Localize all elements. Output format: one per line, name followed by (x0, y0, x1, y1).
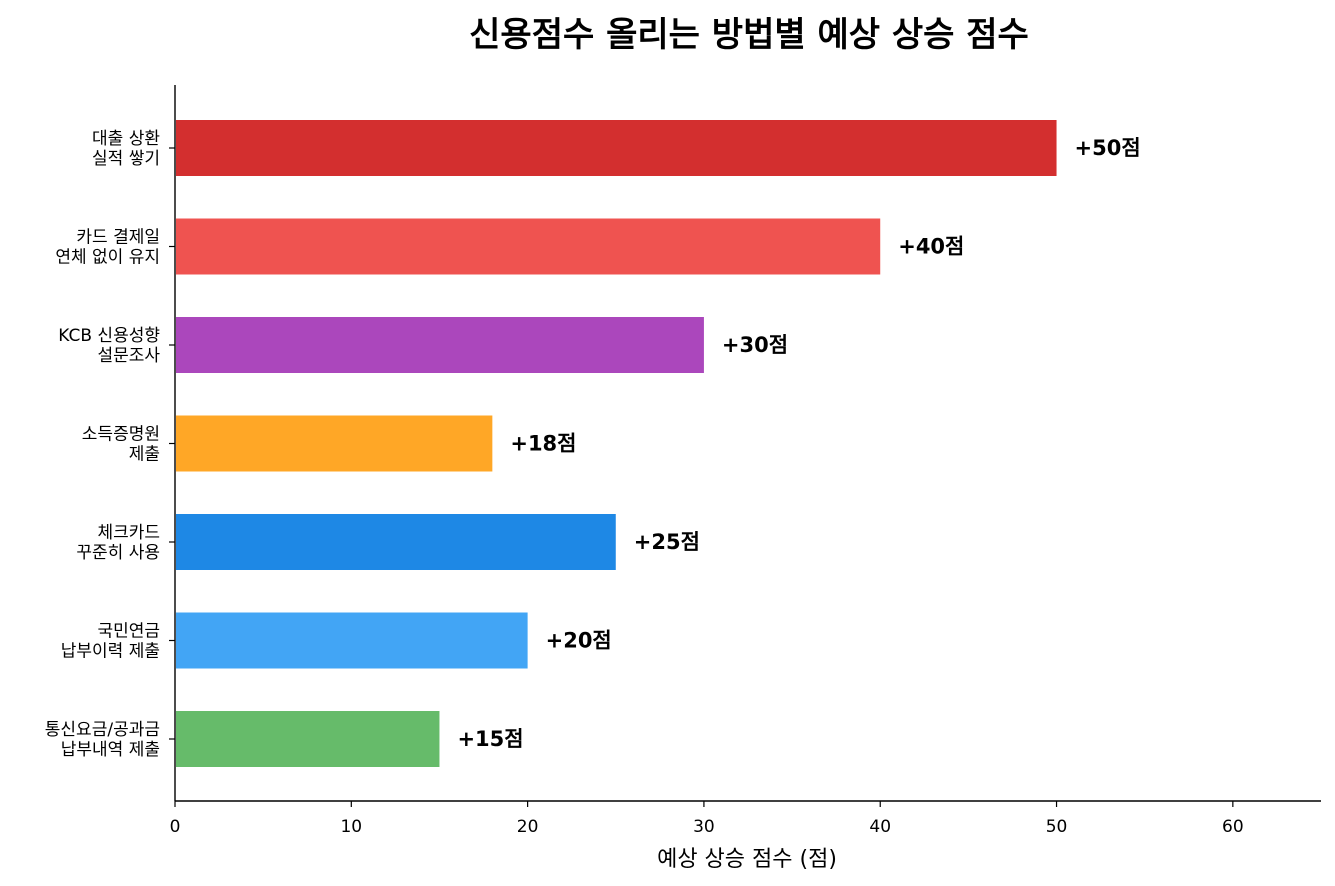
category-label: KCB 신용성향 설문조사 (58, 326, 160, 366)
category-label-line: KCB 신용성향 (58, 326, 160, 346)
category-label: 체크카드 꾸준히 사용 (76, 523, 160, 563)
category-label-line: 연체 없이 유지 (55, 248, 160, 268)
x-tick-label: 50 (1046, 817, 1068, 837)
x-axis-label: 예상 상승 점수 (점) (657, 847, 837, 872)
bar (176, 612, 528, 669)
category-label: 대출 상환 실적 쌓기 (92, 129, 160, 169)
bar (176, 218, 881, 275)
category-label-line: 국민연금 (97, 622, 160, 642)
category-label: 카드 결제일 연체 없이 유지 (55, 228, 160, 268)
category-label: 통신요금/공과금 납부내역 제출 (45, 720, 160, 760)
x-tick-label: 10 (340, 817, 362, 837)
data-label: +30점 (722, 333, 788, 357)
x-tick-label: 60 (1222, 817, 1244, 837)
x-tick-label: 0 (170, 817, 181, 837)
bar (176, 711, 440, 767)
bar (176, 415, 493, 472)
category-label-line: 소득증명원 (82, 425, 160, 445)
x-tick-label: 40 (869, 817, 891, 837)
data-label: +15점 (457, 727, 523, 751)
category-label-line: 대출 상환 (92, 129, 160, 149)
data-label: +25점 (634, 530, 700, 554)
category-label: 소득증명원 제출 (82, 425, 160, 465)
category-label-line: 실적 쌓기 (92, 149, 160, 169)
category-label: 국민연금 납부이력 제출 (61, 622, 160, 662)
bar (176, 120, 1057, 176)
bar (176, 514, 616, 570)
x-tick-label: 30 (693, 817, 715, 837)
category-label-line: 납부이력 제출 (61, 642, 160, 662)
data-label: +20점 (546, 629, 612, 653)
category-label-line: 납부내역 제출 (61, 740, 160, 760)
x-axis: 0 10 20 30 40 50 60 (170, 800, 1321, 837)
chart-title: 신용점수 올리는 방법별 예상 상승 점수 (469, 15, 1029, 55)
bars-group: +50점 +40점 +30점 +18점 +25점 +20점 +15점 (176, 120, 1141, 767)
data-label: +18점 (510, 432, 576, 456)
category-label-line: 제출 (129, 445, 160, 465)
category-label-line: 꾸준히 사용 (76, 543, 160, 563)
category-label-line: 카드 결제일 (76, 228, 160, 248)
data-label: +50점 (1075, 136, 1141, 160)
category-label-line: 체크카드 (97, 523, 160, 543)
category-label-line: 설문조사 (97, 346, 160, 366)
x-tick-label: 20 (517, 817, 539, 837)
data-label: +40점 (898, 235, 964, 259)
category-label-line: 통신요금/공과금 (45, 720, 160, 740)
bar (176, 317, 704, 373)
